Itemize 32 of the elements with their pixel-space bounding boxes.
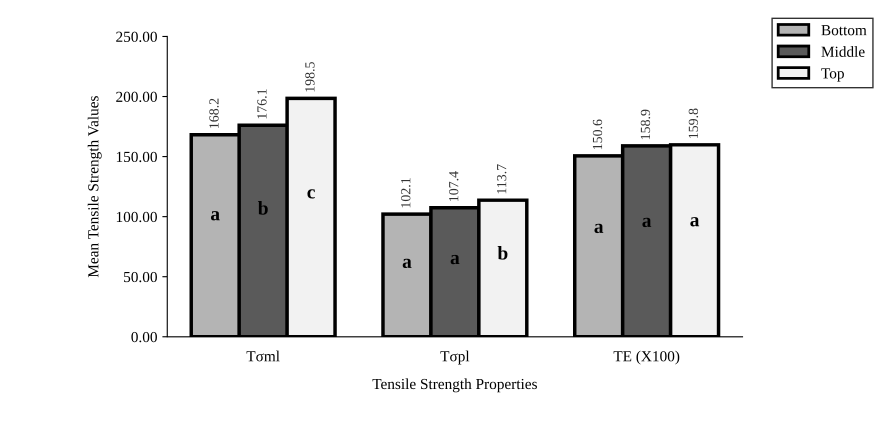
annotation: a: [450, 254, 460, 264]
x-tick-label: Tσpl: [440, 350, 470, 365]
data-label: 159.8: [688, 108, 698, 138]
y-tick-label: 0.00: [131, 332, 157, 342]
y-tick-label: 250.00: [116, 32, 157, 42]
y-tick-label: 50.00: [124, 272, 157, 282]
annotation: a: [690, 217, 700, 226]
y-axis-title: Mean Tensile Strength Values: [88, 96, 102, 278]
legend-label: Bottom: [821, 25, 867, 36]
data-label: 113.7: [496, 164, 506, 194]
data-label: 150.6: [592, 119, 602, 150]
y-tick-label: 200.00: [116, 92, 157, 102]
annotation: a: [210, 211, 220, 220]
data-label: 107.4: [448, 171, 458, 201]
x-axis-title: Tensile Strength Properties: [372, 378, 537, 392]
data-label: 158.9: [640, 110, 650, 140]
annotation: a: [402, 258, 412, 268]
annotation: b: [498, 246, 508, 260]
legend-label: Middle: [821, 46, 865, 57]
data-label: 198.5: [305, 62, 315, 92]
legend-label: Top: [821, 68, 844, 82]
annotation: b: [258, 201, 268, 215]
y-tick-label: 150.00: [116, 152, 157, 162]
annotation: a: [642, 218, 652, 228]
annotation: a: [594, 224, 604, 234]
data-label: 168.2: [209, 98, 219, 128]
x-tick-label: TE (X100): [614, 350, 680, 365]
data-label: 176.1: [257, 89, 267, 118]
data-label: 102.1: [401, 178, 410, 208]
annotation: c: [307, 189, 315, 199]
y-tick-label: 100.00: [116, 212, 157, 222]
x-tick-label: Tσml: [246, 350, 280, 362]
